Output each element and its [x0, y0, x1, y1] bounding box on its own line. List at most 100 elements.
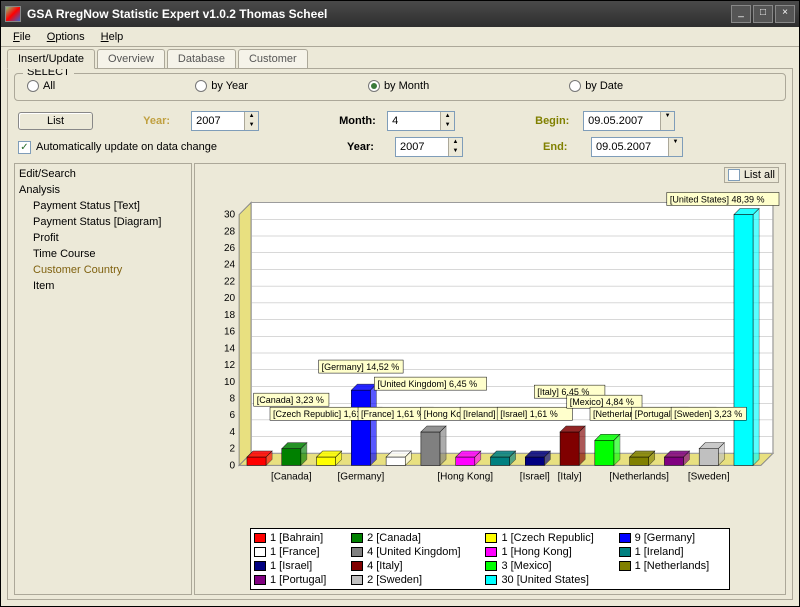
menu-help[interactable]: Help	[95, 29, 130, 45]
year-label: Year:	[143, 115, 181, 127]
svg-text:20: 20	[224, 293, 236, 304]
legend-label: 2 [Sweden]	[367, 574, 422, 586]
legend-item: 2 [Sweden]	[351, 574, 477, 586]
svg-text:[Israel]: [Israel]	[520, 471, 550, 482]
legend-item: 2 [Canada]	[351, 532, 477, 544]
sidebar-analysis[interactable]: Analysis	[19, 182, 187, 198]
legend-swatch	[351, 561, 363, 571]
maximize-button[interactable]: □	[753, 5, 773, 23]
svg-text:12: 12	[224, 360, 236, 371]
end-input[interactable]	[592, 138, 668, 156]
sidebar-item-payment-diagram[interactable]: Payment Status [Diagram]	[19, 214, 187, 230]
legend-swatch	[485, 547, 497, 557]
minimize-button[interactable]: _	[731, 5, 751, 23]
svg-text:10: 10	[224, 377, 236, 388]
svg-text:[Netherlands]: [Netherlands]	[609, 471, 669, 482]
sidebar: Edit/Search Analysis Payment Status [Tex…	[14, 163, 192, 595]
svg-text:26: 26	[224, 243, 236, 254]
end-date[interactable]: ▼	[591, 137, 683, 157]
year2-spinner[interactable]: ▲▼	[395, 137, 463, 157]
legend-swatch	[485, 575, 497, 585]
legend-item: 1 [Hong Kong]	[485, 546, 610, 558]
sidebar-item-item[interactable]: Item	[19, 278, 187, 294]
menu-options[interactable]: Options	[41, 29, 91, 45]
app-icon	[5, 6, 21, 22]
legend-swatch	[619, 533, 631, 543]
legend-label: 1 [Bahrain]	[270, 532, 323, 544]
radio-by-date[interactable]: by Date	[569, 80, 623, 92]
chart-legend: 1 [Bahrain]2 [Canada]1 [Czech Republic]9…	[250, 528, 730, 590]
month-down[interactable]: ▼	[440, 121, 454, 130]
sidebar-editsearch[interactable]: Edit/Search	[19, 166, 187, 182]
svg-text:24: 24	[224, 260, 236, 271]
legend-item: 1 [Bahrain]	[254, 532, 343, 544]
radio-all[interactable]: All	[27, 80, 55, 92]
legend-label: 1 [Netherlands]	[635, 560, 710, 572]
year-input[interactable]	[192, 112, 244, 130]
svg-text:[United States] 48,39 %: [United States] 48,39 %	[670, 195, 765, 205]
legend-swatch	[485, 561, 497, 571]
begin-date[interactable]: ▼	[583, 111, 675, 131]
svg-text:[Germany] 14,52 %: [Germany] 14,52 %	[322, 362, 400, 372]
legend-label: 2 [Canada]	[367, 532, 421, 544]
year2-input[interactable]	[396, 138, 448, 156]
svg-text:2: 2	[230, 444, 236, 455]
month-spinner[interactable]: ▲▼	[387, 111, 455, 131]
tab-insert-update[interactable]: Insert/Update	[7, 49, 95, 69]
menu-file[interactable]: File	[7, 29, 37, 45]
svg-text:[Germany]: [Germany]	[338, 471, 385, 482]
sidebar-item-customer-country[interactable]: Customer Country	[19, 262, 187, 278]
legend-item: 1 [Portugal]	[254, 574, 343, 586]
year2-label: Year:	[347, 141, 385, 153]
svg-text:18: 18	[224, 310, 236, 321]
legend-item: 1 [Netherlands]	[619, 560, 726, 572]
begin-input[interactable]	[584, 112, 660, 130]
legend-swatch	[254, 547, 266, 557]
legend-item: 1 [France]	[254, 546, 343, 558]
end-dd[interactable]: ▼	[668, 138, 682, 156]
auto-update-checkbox[interactable]: ✓	[18, 141, 31, 154]
close-button[interactable]: ×	[775, 5, 795, 23]
svg-text:6: 6	[230, 410, 236, 421]
select-group: SELECT All by Year by Month by Date	[14, 73, 786, 101]
svg-text:4: 4	[230, 427, 236, 438]
legend-item: 4 [Italy]	[351, 560, 477, 572]
legend-swatch	[619, 547, 631, 557]
legend-label: 1 [Hong Kong]	[501, 546, 571, 558]
legend-item: 3 [Mexico]	[485, 560, 610, 572]
year-up[interactable]: ▲	[244, 112, 258, 121]
legend-swatch	[351, 533, 363, 543]
tab-panel: SELECT All by Year by Month by Date List…	[7, 68, 793, 600]
list-button[interactable]: List	[18, 112, 93, 130]
legend-label: 3 [Mexico]	[501, 560, 551, 572]
tab-strip: Insert/Update Overview Database Customer	[7, 49, 793, 68]
legend-swatch	[254, 575, 266, 585]
year-down[interactable]: ▼	[244, 121, 258, 130]
sidebar-item-profit[interactable]: Profit	[19, 230, 187, 246]
chart-panel: List all 024681012141618202224262830[Can…	[194, 163, 786, 595]
titlebar[interactable]: GSA RregNow Statistic Expert v1.0.2 Thom…	[1, 1, 799, 27]
svg-text:28: 28	[224, 226, 236, 237]
svg-text:[Italy]: [Italy]	[558, 471, 582, 482]
svg-text:[Czech Republic] 1,61 %: [Czech Republic] 1,61 %	[273, 409, 372, 419]
year-spinner[interactable]: ▲▼	[191, 111, 259, 131]
legend-swatch	[254, 533, 266, 543]
sidebar-item-payment-text[interactable]: Payment Status [Text]	[19, 198, 187, 214]
month-input[interactable]	[388, 112, 440, 130]
tab-database[interactable]: Database	[167, 49, 236, 68]
year2-down[interactable]: ▼	[448, 147, 462, 156]
svg-text:30: 30	[224, 210, 236, 221]
tab-overview[interactable]: Overview	[97, 49, 165, 68]
sidebar-item-time-course[interactable]: Time Course	[19, 246, 187, 262]
radio-by-month[interactable]: by Month	[368, 80, 429, 92]
window-title: GSA RregNow Statistic Expert v1.0.2 Thom…	[27, 7, 729, 21]
radio-by-year[interactable]: by Year	[195, 80, 248, 92]
legend-label: 1 [Portugal]	[270, 574, 326, 586]
begin-dd[interactable]: ▼	[660, 112, 674, 130]
legend-label: 1 [Israel]	[270, 560, 312, 572]
svg-text:22: 22	[224, 276, 236, 287]
month-up[interactable]: ▲	[440, 112, 454, 121]
svg-text:[United Kingdom] 6,45 %: [United Kingdom] 6,45 %	[377, 379, 477, 389]
tab-customer[interactable]: Customer	[238, 49, 308, 68]
year2-up[interactable]: ▲	[448, 138, 462, 147]
